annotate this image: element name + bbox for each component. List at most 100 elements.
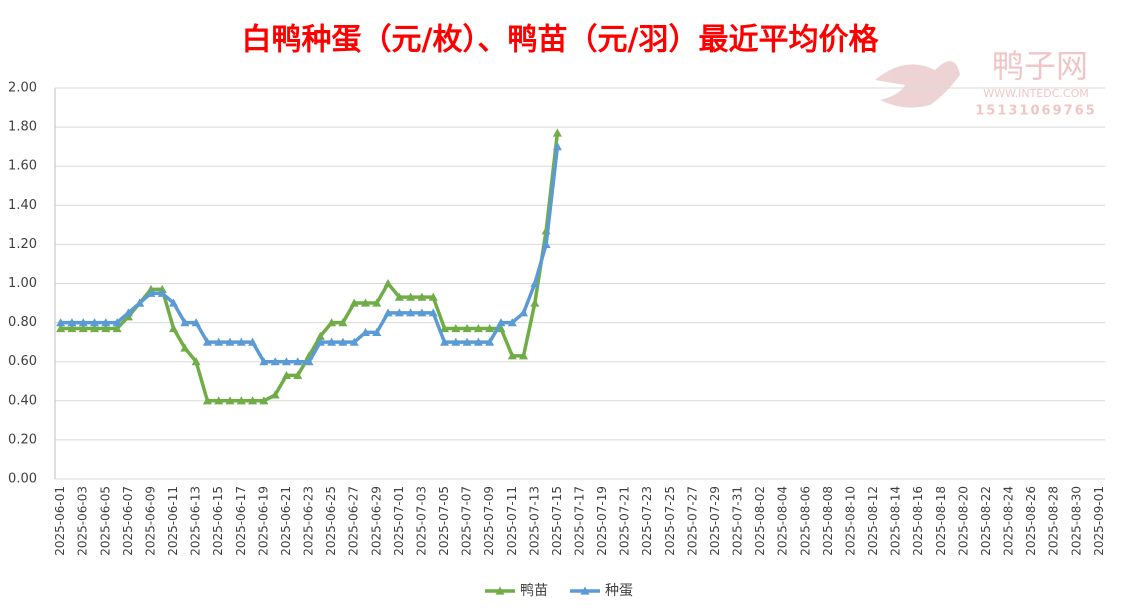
data-point <box>146 288 156 297</box>
x-tick-label: 2025-06-29 <box>369 486 383 556</box>
x-tick-label: 2025-06-03 <box>76 486 90 556</box>
x-tick-label: 2025-06-21 <box>279 486 293 556</box>
data-point <box>451 323 461 333</box>
data-point <box>191 357 201 366</box>
x-tick-label: 2025-06-19 <box>256 486 270 556</box>
x-tick-label: 2025-08-28 <box>1047 486 1061 556</box>
x-tick-label: 2025-07-15 <box>550 486 564 556</box>
x-tick-label: 2025-09-01 <box>1092 486 1106 556</box>
data-point <box>485 323 495 333</box>
x-tick-label: 2025-07-23 <box>640 486 654 556</box>
data-point <box>191 318 201 327</box>
data-point <box>372 298 382 307</box>
data-point <box>360 298 370 307</box>
x-tick-label: 2025-06-09 <box>143 486 157 556</box>
data-point <box>248 396 258 405</box>
x-tick-label: 2025-06-25 <box>324 486 338 556</box>
y-tick-label: 0.60 <box>8 354 37 369</box>
data-point <box>383 279 393 288</box>
data-point <box>101 323 111 333</box>
data-point <box>428 292 438 301</box>
data-point <box>270 390 280 399</box>
data-point <box>360 327 370 336</box>
data-point <box>349 298 359 307</box>
data-point <box>202 337 212 346</box>
data-point <box>101 318 111 327</box>
data-point <box>451 337 461 346</box>
data-point <box>338 337 348 346</box>
data-point <box>440 337 450 346</box>
data-point <box>462 323 472 333</box>
x-tick-label: 2025-08-26 <box>1024 486 1038 556</box>
x-tick-label: 2025-08-24 <box>1002 486 1016 556</box>
watermark-logo <box>875 61 960 108</box>
x-tick-label: 2025-06-05 <box>98 486 112 556</box>
data-point <box>123 308 133 317</box>
watermark-phone: 15131069765 <box>975 104 1097 119</box>
data-point <box>519 351 529 360</box>
x-tick-label: 2025-07-11 <box>505 486 519 556</box>
data-point <box>315 337 325 346</box>
x-tick-label: 2025-07-21 <box>618 486 632 556</box>
data-point <box>56 318 66 327</box>
data-point <box>236 396 246 405</box>
x-tick-label: 2025-06-17 <box>234 486 248 556</box>
data-point <box>406 308 416 317</box>
y-tick-label: 2.00 <box>8 81 37 96</box>
x-tick-label: 2025-08-12 <box>866 486 880 556</box>
data-point <box>259 396 269 405</box>
data-point <box>112 323 122 333</box>
data-point <box>270 357 280 366</box>
data-point <box>236 337 246 346</box>
x-tick-label: 2025-08-18 <box>934 486 948 556</box>
data-point <box>394 308 404 317</box>
data-point <box>462 337 472 346</box>
x-tick-label: 2025-07-03 <box>414 486 428 556</box>
data-point <box>496 318 506 327</box>
legend-label: 鸭苗 <box>520 583 548 599</box>
y-tick-label: 0.40 <box>8 393 37 408</box>
data-point <box>507 351 517 360</box>
y-tick-label: 1.60 <box>8 159 37 174</box>
x-tick-label: 2025-08-10 <box>843 486 857 556</box>
data-point <box>473 323 483 333</box>
data-point <box>327 318 337 327</box>
data-point <box>202 396 212 405</box>
x-tick-label: 2025-08-16 <box>911 486 925 556</box>
x-tick-label: 2025-08-08 <box>821 486 835 556</box>
data-point <box>383 308 393 317</box>
watermark: 鸭子网 WWW.INTEDC.COM 15131069765 <box>875 47 1097 119</box>
data-point <box>485 337 495 346</box>
data-point <box>394 292 404 301</box>
x-tick-label: 2025-07-05 <box>437 486 451 556</box>
x-tick-label: 2025-08-22 <box>979 486 993 556</box>
data-point <box>169 323 179 333</box>
data-point <box>90 323 100 333</box>
data-point <box>304 357 314 366</box>
data-point <box>530 279 540 288</box>
data-point <box>293 357 303 366</box>
y-tick-label: 1.00 <box>8 276 37 291</box>
x-tick-label: 2025-07-07 <box>460 486 474 556</box>
data-point <box>67 323 77 333</box>
data-point <box>78 318 88 327</box>
x-tick-label: 2025-06-11 <box>166 486 180 556</box>
x-tick-label: 2025-08-02 <box>753 486 767 556</box>
data-point <box>281 357 291 366</box>
data-point <box>327 337 337 346</box>
data-point <box>428 308 438 317</box>
data-point <box>56 323 66 333</box>
legend-marker <box>495 586 505 595</box>
data-point <box>67 318 77 327</box>
x-tick-label: 2025-08-06 <box>798 486 812 556</box>
data-point <box>406 292 416 301</box>
x-tick-label: 2025-07-17 <box>573 486 587 556</box>
y-tick-label: 0.20 <box>8 432 37 447</box>
chart-title: 白鸭种蛋（元/枚）、鸭苗（元/羽）最近平均价格 <box>242 23 880 58</box>
x-tick-label: 2025-08-14 <box>889 486 903 556</box>
x-tick-label: 2025-06-13 <box>189 486 203 556</box>
x-tick-label: 2025-07-27 <box>685 486 699 556</box>
data-point <box>248 337 258 346</box>
x-tick-label: 2025-06-27 <box>347 486 361 556</box>
